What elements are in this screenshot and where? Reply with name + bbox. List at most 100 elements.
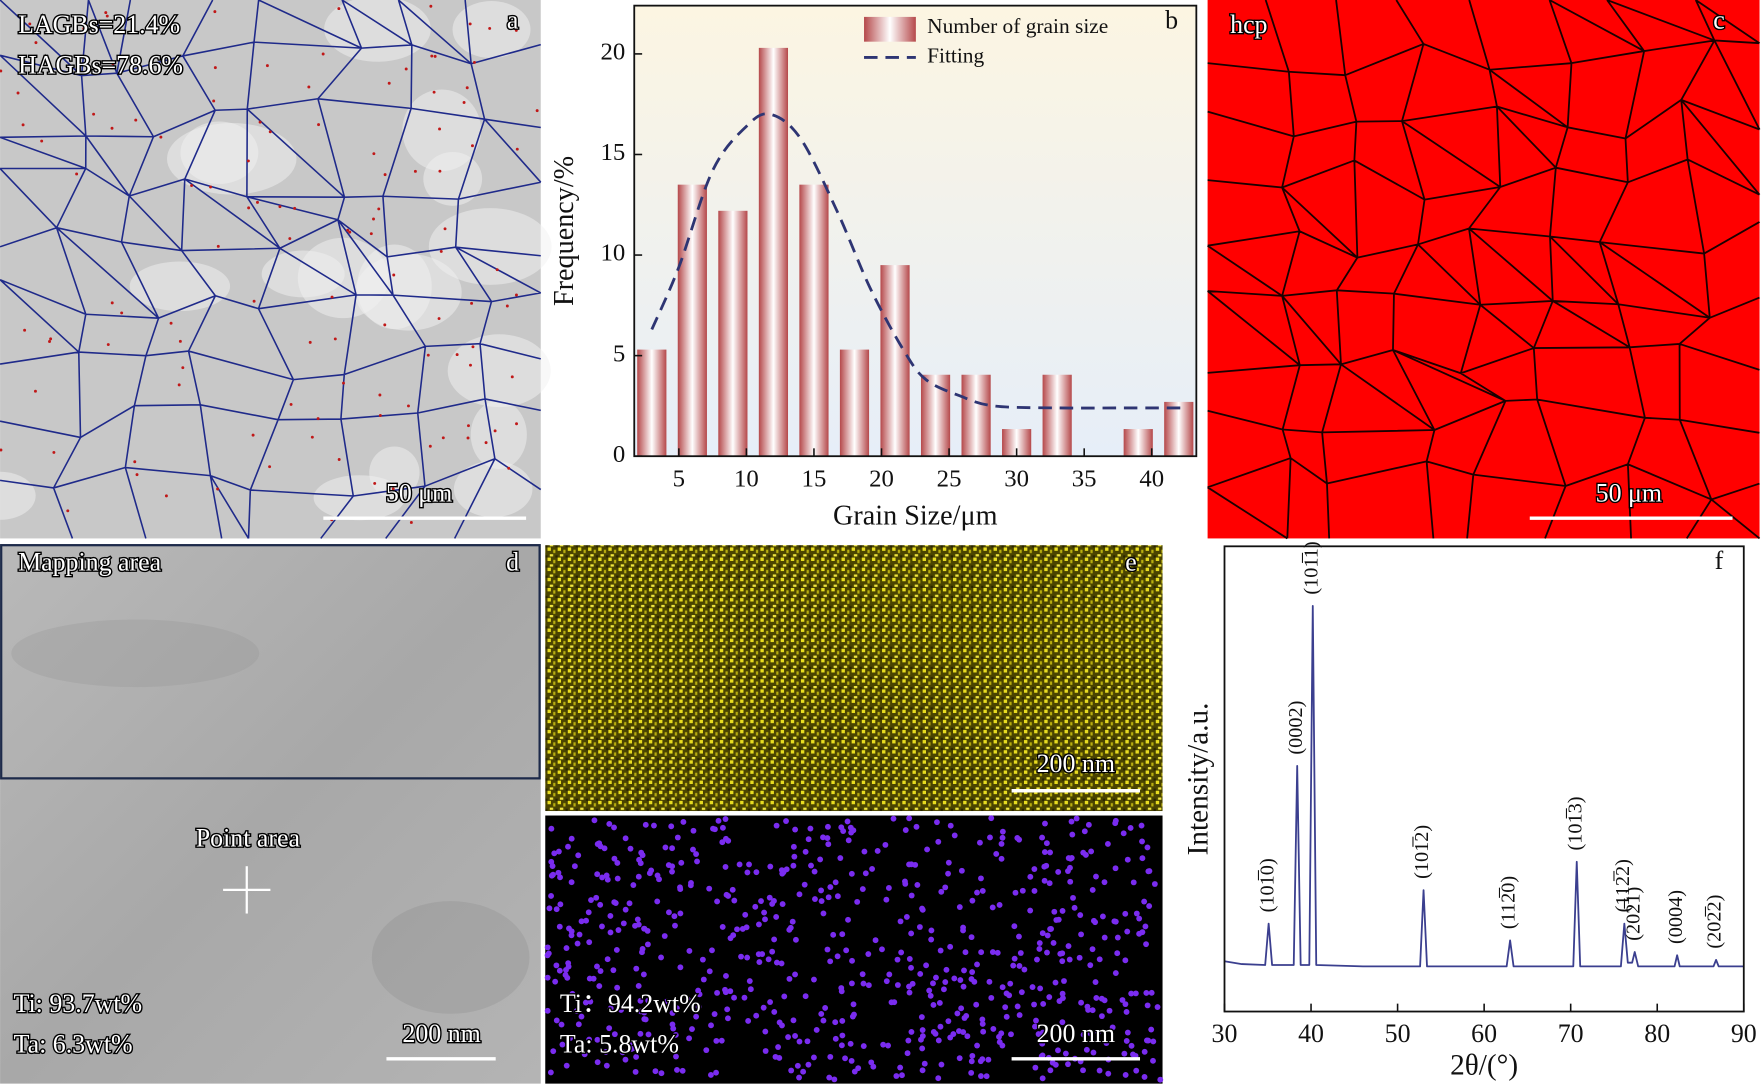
ta-dot [765, 956, 772, 963]
ta-dot [906, 989, 913, 996]
lagb-dot [505, 304, 509, 308]
ta-dot [599, 923, 605, 930]
ta-dot [727, 988, 734, 995]
ta-dot [1132, 990, 1139, 997]
ta-dot [1012, 889, 1019, 896]
ta-dot [565, 843, 571, 850]
ta-dot [983, 1073, 990, 1080]
ta-dot [865, 982, 872, 989]
y-axis-label: Intensity/a.u. [1183, 703, 1215, 856]
ta-dot [822, 1004, 829, 1011]
ta-dot [607, 1005, 614, 1012]
ta-dot [951, 832, 958, 839]
peak-label: (101̅0) [1256, 858, 1278, 912]
ta-dot [1089, 1007, 1096, 1014]
lagb-dot [455, 353, 459, 357]
ta-dot [594, 1059, 601, 1066]
ta-dot [1120, 830, 1127, 837]
ta-dot [827, 1053, 834, 1060]
ta-dot [908, 930, 915, 937]
shading [371, 901, 530, 1014]
ta-dot [673, 1053, 679, 1060]
ta-dot [926, 987, 933, 994]
ta-dot [568, 835, 575, 842]
ta-dot [964, 1033, 971, 1040]
ta-dot [695, 1003, 702, 1010]
ta-dot [1044, 932, 1051, 939]
ta-dot [548, 825, 555, 832]
ta-dot [614, 875, 621, 882]
ta-dot [937, 1023, 944, 1030]
ta-dot [968, 1058, 975, 1065]
ta-dot [1065, 1061, 1071, 1068]
ta-dot [684, 996, 691, 1003]
x-tick-label: 30 [1212, 1019, 1238, 1048]
lagb-dot [66, 509, 70, 513]
ta-dot [989, 949, 996, 955]
ta-dot [811, 976, 817, 983]
ta-dot [689, 1026, 695, 1033]
panel-label: f [1715, 546, 1724, 575]
lagb-dot [213, 66, 217, 70]
ta-dot [1066, 956, 1073, 963]
ta-dot [614, 984, 621, 991]
shading [129, 261, 231, 312]
ta-dot [558, 1021, 565, 1028]
ta-dot [936, 1000, 943, 1006]
x-tick-label: 30 [1004, 466, 1029, 493]
ta-dot [762, 1048, 769, 1054]
ta-dot [968, 1069, 975, 1076]
ta-dot [1128, 990, 1135, 997]
lagb-dot [178, 339, 182, 343]
y-tick-label: 20 [600, 39, 625, 66]
ta-dot [778, 867, 785, 874]
ta-dot [960, 983, 967, 990]
ta-dot [713, 1037, 720, 1044]
ta-dot [848, 980, 855, 987]
ta-dot [725, 1015, 731, 1022]
ta-dot [711, 826, 718, 833]
x-axis-label: 2θ/(°) [1450, 1050, 1518, 1082]
ta-dot [862, 870, 869, 877]
lagb-dot [177, 383, 181, 387]
ta-map [545, 815, 1163, 1084]
ta-dot [978, 875, 984, 882]
ta-dot [1096, 1067, 1103, 1074]
ta-dot [775, 1044, 782, 1050]
lagb-dot [48, 340, 51, 343]
ta-dot [800, 1068, 807, 1075]
ta-dot [790, 1017, 797, 1024]
ta-dot [990, 1025, 997, 1032]
ta-dot [745, 1018, 752, 1024]
ta-dot [802, 993, 809, 1000]
ta-dot [802, 848, 809, 855]
ta-dot [1150, 1057, 1156, 1064]
ta-dot [868, 1059, 875, 1066]
ta-dot [1065, 868, 1071, 874]
ta-dot [637, 997, 644, 1004]
ta-dot [1050, 940, 1057, 946]
ta-dot [626, 1041, 633, 1048]
lagb-dot [104, 11, 108, 15]
ta-dot [773, 822, 780, 829]
ta-dot [1040, 1000, 1047, 1007]
lagb-dot [432, 90, 436, 94]
ta-dot [908, 892, 915, 899]
shading [452, 1, 531, 59]
ta-dot [773, 913, 780, 920]
ta-dot [578, 1013, 585, 1020]
ta-dot [820, 1017, 827, 1024]
panel-a [0, 0, 552, 539]
ta-dot [557, 874, 563, 881]
lagb-dot [34, 41, 38, 45]
ta-dot [1112, 970, 1119, 977]
ta-dot [1018, 989, 1025, 996]
ta-dot [722, 986, 728, 993]
ta-dot [633, 965, 640, 972]
ta-dot [1105, 1070, 1112, 1077]
ta-dot [1122, 957, 1129, 964]
ta-dot [788, 1067, 795, 1074]
ta-dot [1087, 1030, 1094, 1037]
ta-dot [919, 905, 925, 912]
ta-dot [632, 922, 638, 929]
